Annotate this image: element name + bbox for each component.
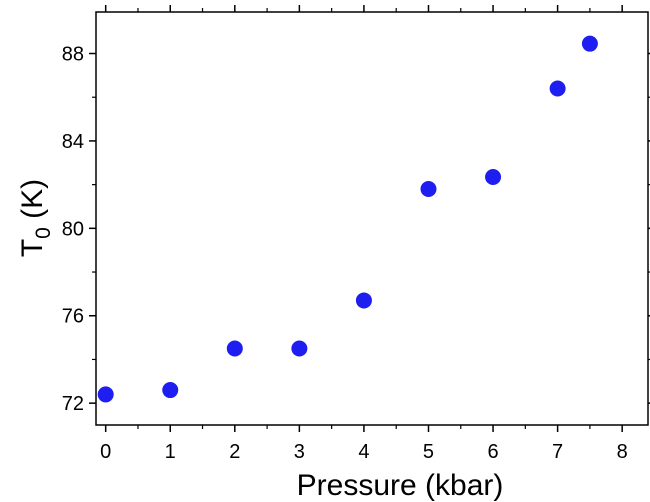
y-axis-title: T0 (K) xyxy=(16,179,55,257)
plot-frame xyxy=(95,11,649,426)
x-tick-label: 0 xyxy=(100,441,111,463)
y-tick-label: 88 xyxy=(62,44,84,66)
axis-ticks xyxy=(89,5,650,432)
y-tick-label: 76 xyxy=(62,306,84,328)
data-point xyxy=(226,340,243,357)
x-tick-label: 1 xyxy=(165,441,176,463)
tick-labels: 0 1 2 3 4 5 6 7 8 72 76 80 84 88 xyxy=(62,44,628,463)
x-tick-label: 8 xyxy=(617,441,628,463)
y-tick-label: 80 xyxy=(62,218,84,240)
y-axis-title-main: T xyxy=(16,239,49,257)
y-tick-label: 84 xyxy=(62,131,84,153)
data-points xyxy=(97,35,598,403)
data-point xyxy=(291,340,308,357)
x-tick-label: 2 xyxy=(229,441,240,463)
x-tick-label: 5 xyxy=(423,441,434,463)
data-point xyxy=(162,382,179,399)
data-point xyxy=(549,80,566,97)
y-tick-label: 72 xyxy=(62,393,84,415)
x-axis-title: Pressure (kbar) xyxy=(297,469,504,502)
x-tick-label: 6 xyxy=(487,441,498,463)
x-tick-label: 7 xyxy=(552,441,563,463)
x-tick-label: 3 xyxy=(294,441,305,463)
y-axis-title-subscript: 0 xyxy=(32,227,55,239)
x-tick-label: 4 xyxy=(358,441,369,463)
data-point xyxy=(355,292,372,309)
y-axis-title-suffix: (K) xyxy=(16,179,49,227)
data-point xyxy=(97,386,114,403)
data-point xyxy=(485,168,502,185)
data-point xyxy=(420,181,437,197)
data-point xyxy=(581,35,598,52)
